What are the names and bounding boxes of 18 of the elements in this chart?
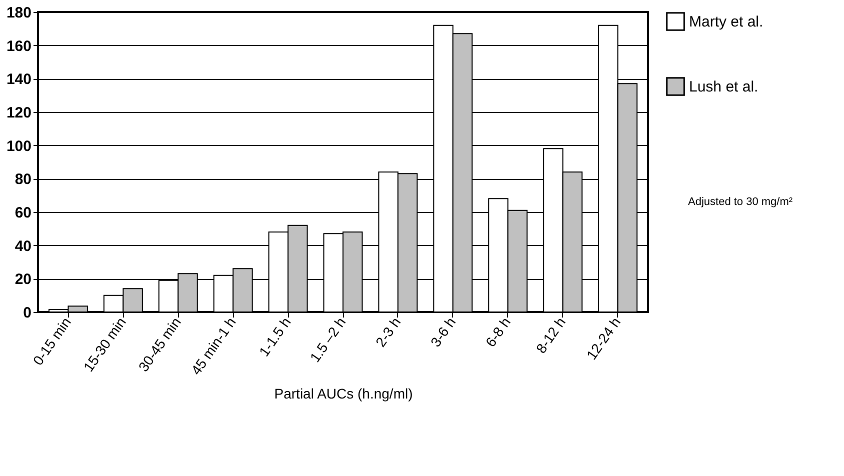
y-tick-label: 120: [6, 104, 32, 122]
legend-label: Lush et al.: [689, 78, 758, 96]
y-tick-label: 40: [14, 238, 32, 255]
y-tick-label: 0: [23, 304, 32, 322]
x-tick-label: 6-8 h: [482, 314, 514, 350]
x-tick-label: 2-3 h: [372, 314, 404, 350]
x-tick-label: 1.5 –2 h: [306, 314, 349, 365]
y-tick-label: 20: [14, 271, 32, 288]
y-tick-label: 160: [6, 38, 32, 55]
y-tick-label: 100: [6, 138, 32, 155]
y-tick-label: 180: [6, 4, 32, 22]
x-axis-title: Partial AUCs (h.ng/ml): [274, 386, 413, 402]
y-tick-label: 80: [14, 171, 32, 188]
y-tick-label: 140: [6, 71, 32, 88]
x-tick-label: 3-6 h: [427, 314, 459, 350]
text: Adjusted to 30 mg/m²: [688, 196, 793, 208]
y-tick-label: 60: [14, 204, 32, 222]
legend-label: Marty et al.: [689, 14, 764, 30]
